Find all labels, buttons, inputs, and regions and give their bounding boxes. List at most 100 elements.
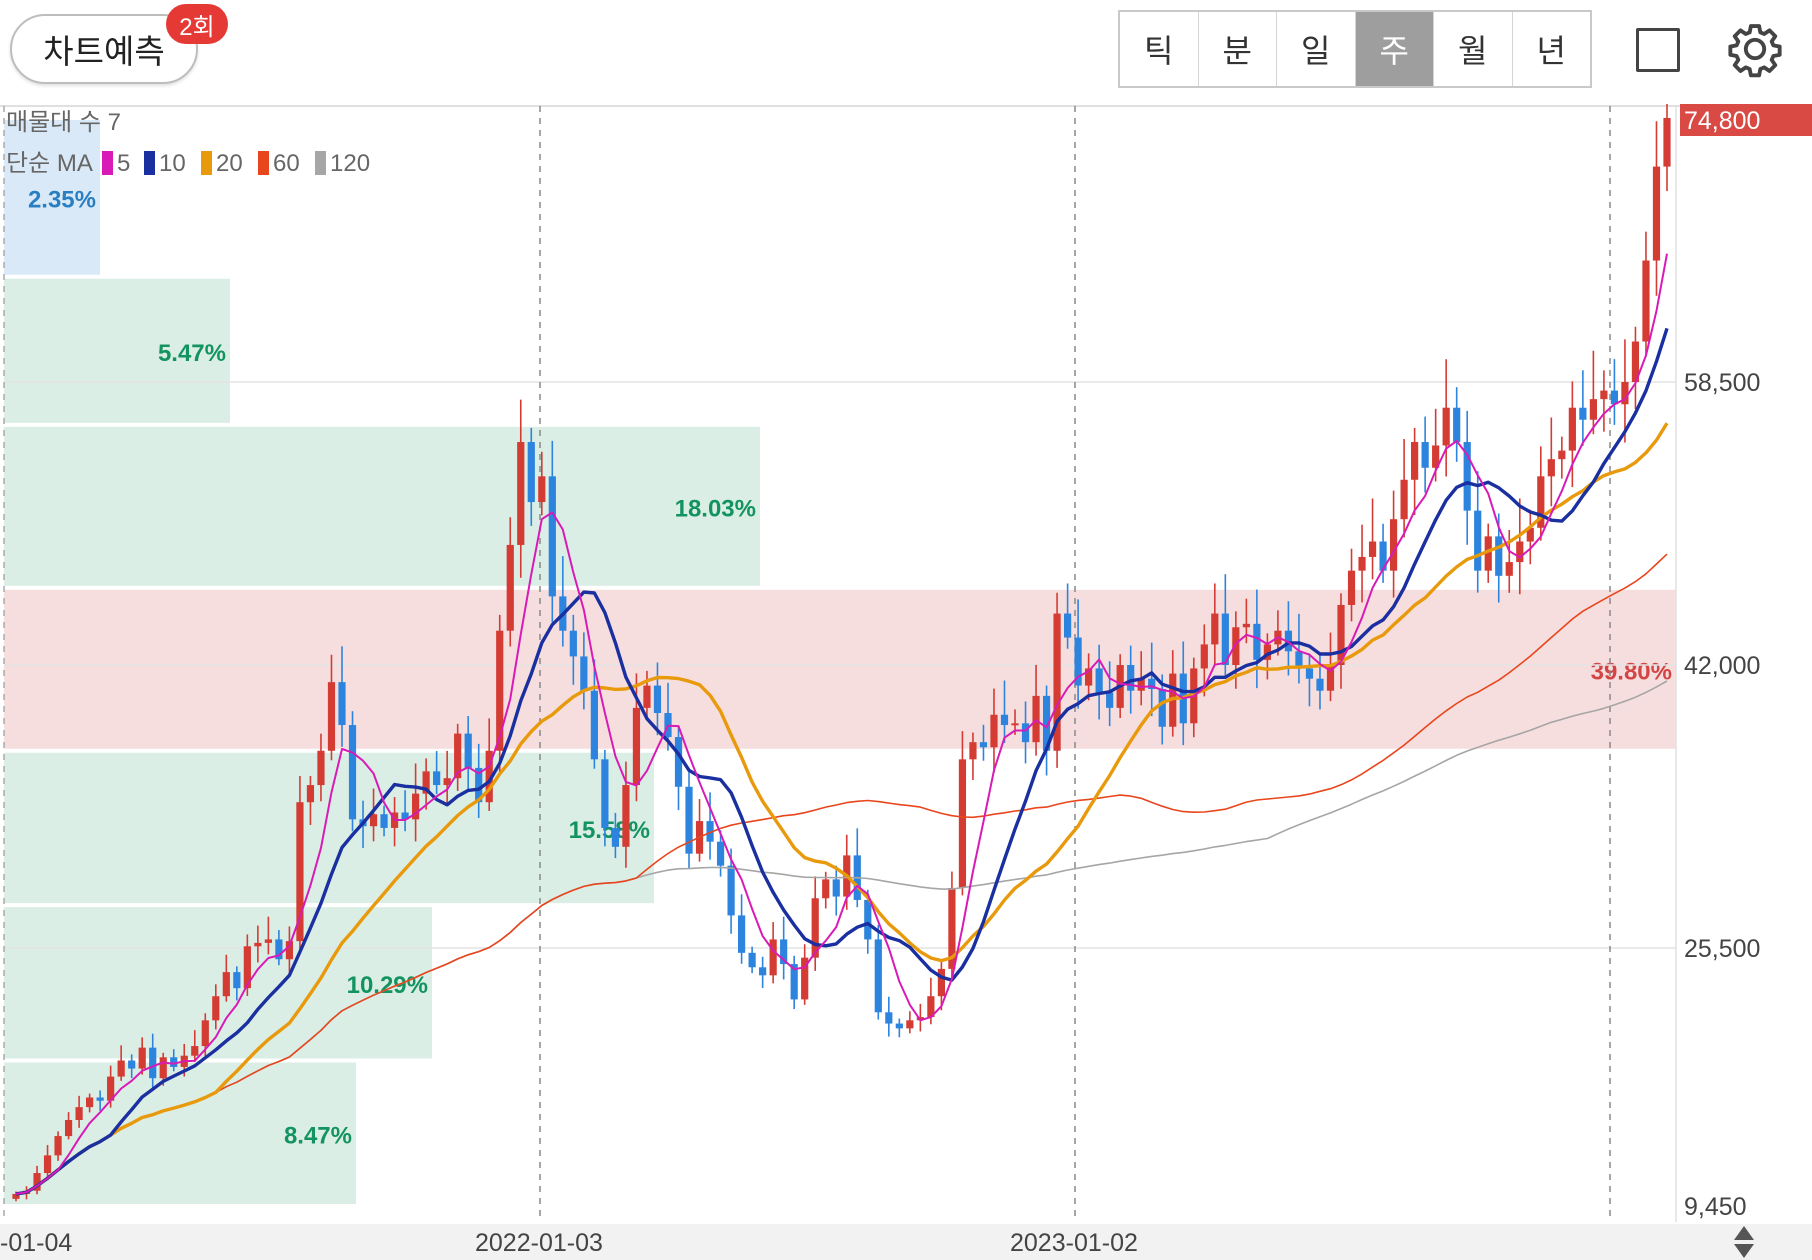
candle-body xyxy=(1495,536,1503,576)
candle-body xyxy=(254,942,262,947)
moving-average-lines xyxy=(15,253,1669,1196)
period-tab[interactable]: 일 xyxy=(1277,12,1356,86)
ma-legend-swatch xyxy=(201,151,212,175)
candle-body xyxy=(1463,442,1471,511)
candle-body xyxy=(611,827,620,847)
candle-body xyxy=(1453,407,1461,443)
candle-body xyxy=(737,915,746,953)
candle-body xyxy=(1337,604,1345,665)
candle-body xyxy=(979,742,988,748)
candle-body xyxy=(1316,678,1324,691)
candle-body xyxy=(632,707,641,786)
volume-profile-pct: 8.47% xyxy=(284,1122,352,1149)
volume-profile-count-label: 매물대 수 7 xyxy=(6,109,121,136)
candle-body xyxy=(569,630,577,657)
candle-body xyxy=(1526,527,1534,542)
chart-predict-button[interactable]: 차트예측 xyxy=(10,14,198,84)
scroll-up-icon xyxy=(1734,1226,1754,1240)
period-tab[interactable]: 분 xyxy=(1199,12,1277,86)
candle-body xyxy=(1063,613,1072,638)
candle-body xyxy=(1158,689,1166,727)
candle-body xyxy=(1232,627,1240,665)
gear-icon[interactable] xyxy=(1726,20,1784,78)
candle-body xyxy=(443,778,451,786)
candle-body xyxy=(12,1193,20,1199)
candle-body xyxy=(1295,651,1303,669)
candle-body xyxy=(1347,570,1356,605)
candle-body xyxy=(338,682,346,726)
chart-labels: 매물대 수 7 단순 MA 5 10 20 60 120 58,500 42,000 25,500… xyxy=(0,104,1812,1258)
candle-body xyxy=(1589,399,1597,420)
candle-body xyxy=(685,786,693,854)
y-axis-tick-label: 42,000 xyxy=(1684,652,1760,680)
candle-body xyxy=(727,865,735,916)
candle-body xyxy=(170,1057,178,1067)
candle-body xyxy=(769,939,777,976)
candle-body xyxy=(1579,407,1587,420)
ma5-line xyxy=(15,253,1668,1195)
candle-body xyxy=(811,898,819,958)
candle-body xyxy=(96,1097,104,1101)
candle-body xyxy=(1368,541,1377,557)
x-axis-tick-label: 2023-01-02 xyxy=(1010,1229,1138,1257)
candle-body xyxy=(1242,623,1250,628)
candle-body xyxy=(506,544,514,631)
period-tab[interactable]: 월 xyxy=(1434,12,1513,86)
candle-body xyxy=(433,771,441,786)
volume-profile-bar xyxy=(4,589,1676,749)
ma-legend-period: 60 xyxy=(273,150,300,177)
candle-body xyxy=(1032,695,1040,743)
volume-profile-bar xyxy=(4,278,230,423)
candle-body xyxy=(306,785,315,803)
volume-profile-bar xyxy=(4,1062,356,1204)
candle-body xyxy=(1263,644,1271,660)
candle-body xyxy=(1610,390,1619,405)
candle-body xyxy=(1652,166,1661,261)
candle-body xyxy=(454,733,462,779)
period-tab[interactable]: 틱 xyxy=(1120,12,1199,86)
square-icon[interactable] xyxy=(1636,28,1680,72)
candle-body xyxy=(674,737,683,787)
candle-body xyxy=(832,879,840,897)
period-tab[interactable]: 주 xyxy=(1355,12,1434,86)
y-axis-tick-label: 9,450 xyxy=(1684,1193,1747,1221)
candle-body xyxy=(517,442,525,545)
candle-body xyxy=(927,996,935,1018)
candle-body xyxy=(1474,510,1482,571)
ma10-line xyxy=(15,327,1669,1196)
candle-body xyxy=(906,1020,914,1029)
candle-body xyxy=(107,1076,115,1101)
candle-body xyxy=(1442,407,1450,446)
candle-body xyxy=(874,939,882,1013)
candle-body xyxy=(275,939,283,960)
candle-body xyxy=(790,964,798,1000)
candle-body xyxy=(243,946,251,989)
ma-legend-period: 5 xyxy=(117,150,130,177)
period-tab[interactable]: 년 xyxy=(1536,33,1566,69)
candle-body xyxy=(1148,678,1156,690)
candle-body xyxy=(1379,541,1387,571)
candle-body xyxy=(128,1060,136,1069)
volume-profile-pct: 5.47% xyxy=(158,340,226,367)
volume-profile-pct: 10.29% xyxy=(347,972,428,999)
candle-body xyxy=(327,682,336,751)
candle-body xyxy=(1663,118,1671,167)
candle-body xyxy=(1389,519,1398,571)
candle-body xyxy=(1221,613,1229,665)
candle-body xyxy=(1053,613,1061,751)
candle-body xyxy=(759,967,767,976)
candle-body xyxy=(1021,723,1030,743)
chart-predict-label: 차트예측 xyxy=(43,33,165,70)
candle-body xyxy=(348,725,357,820)
candle-body xyxy=(401,812,409,820)
scroll-down-icon xyxy=(1734,1244,1754,1258)
candle-body xyxy=(1537,476,1545,528)
candle-body xyxy=(222,972,230,997)
candle-body xyxy=(1137,678,1145,691)
ma-legend-swatch xyxy=(102,151,113,175)
candle-body xyxy=(212,996,220,1021)
candle-body xyxy=(601,759,609,828)
candle-body xyxy=(643,685,651,708)
candle-body xyxy=(527,442,535,503)
